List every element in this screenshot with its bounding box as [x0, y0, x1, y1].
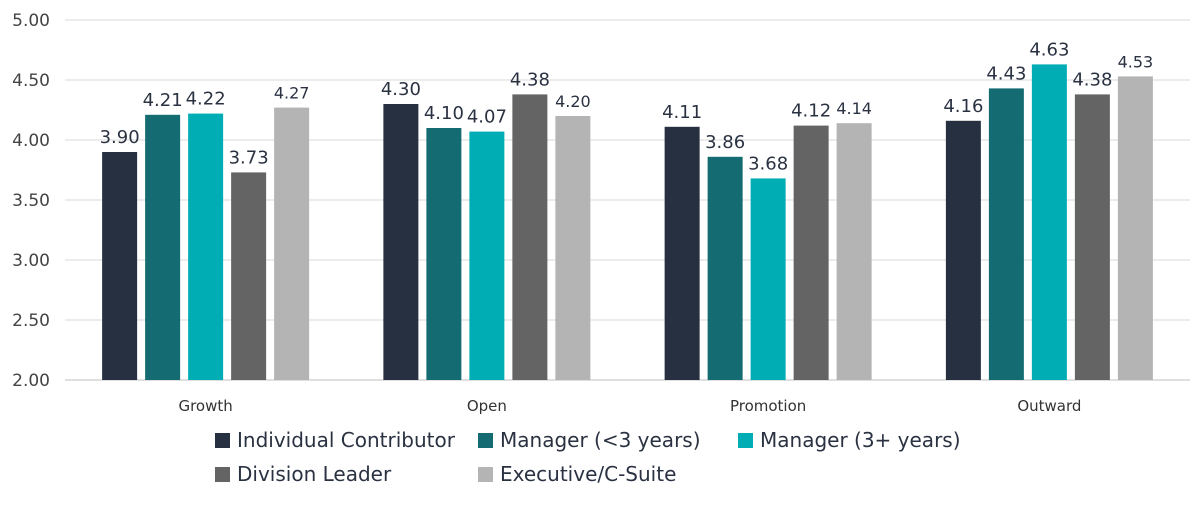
legend-swatch: [215, 466, 230, 482]
bar: [988, 88, 1024, 381]
bar: [836, 123, 872, 380]
bar: [512, 94, 548, 381]
data-label: 4.16: [943, 96, 983, 117]
legend-swatch: [215, 432, 230, 448]
legend-item: Executive/C-Suite: [478, 462, 738, 486]
x-tick-label: Promotion: [730, 397, 806, 415]
data-label: 4.22: [186, 89, 226, 110]
legend: Individual Contributor Manager (<3 years)…: [215, 428, 1015, 486]
data-label: 3.68: [748, 153, 788, 174]
legend-swatch: [738, 432, 753, 448]
bar: [102, 152, 138, 380]
y-tick-label: 4.50: [12, 71, 50, 91]
legend-label: Division Leader: [237, 462, 392, 486]
data-label: 4.38: [510, 69, 550, 90]
legend-label: Individual Contributor: [237, 428, 455, 452]
bar: [231, 172, 267, 380]
data-label: 3.73: [229, 147, 269, 168]
bar: [945, 120, 981, 381]
legend-swatch: [478, 466, 493, 482]
bar: [1074, 94, 1110, 381]
data-label: 4.20: [555, 92, 591, 111]
data-label: 4.43: [986, 63, 1026, 84]
data-label: 4.30: [381, 79, 421, 100]
data-label: 4.27: [274, 84, 310, 103]
y-tick-label: 4.00: [12, 131, 50, 151]
legend-item: Division Leader: [215, 462, 478, 486]
legend-label: Manager (3+ years): [760, 428, 961, 452]
bar: [1117, 76, 1153, 381]
bar: [664, 126, 700, 380]
y-tick-label: 2.50: [12, 311, 50, 331]
y-tick-label: 2.00: [12, 371, 50, 391]
legend-label: Manager (<3 years): [500, 428, 701, 452]
legend-swatch: [478, 432, 493, 448]
data-label: 3.86: [705, 132, 745, 153]
x-tick-label: Open: [467, 397, 507, 415]
bar: [1031, 64, 1067, 381]
bar: [555, 116, 591, 380]
bar: [145, 114, 181, 381]
legend-item: Individual Contributor: [215, 428, 478, 452]
bar: [274, 107, 310, 380]
bar-chart: 2.002.503.003.504.004.505.00Growth3.904.…: [12, 11, 1190, 415]
legend-label: Executive/C-Suite: [500, 462, 677, 486]
y-tick-label: 5.00: [12, 11, 50, 31]
data-label: 4.53: [1118, 52, 1154, 71]
x-tick-label: Outward: [1017, 397, 1081, 415]
data-label: 3.90: [100, 127, 140, 148]
data-label: 4.10: [424, 103, 464, 124]
data-label: 4.12: [791, 101, 831, 122]
data-label: 4.07: [467, 107, 507, 128]
bar: [188, 113, 224, 380]
bar: [707, 156, 743, 380]
y-tick-label: 3.00: [12, 251, 50, 271]
legend-item: Manager (3+ years): [738, 428, 998, 452]
bar: [793, 125, 829, 380]
bar: [426, 128, 462, 380]
x-tick-label: Growth: [178, 397, 232, 415]
data-label: 4.38: [1072, 69, 1112, 90]
legend-item: Manager (<3 years): [478, 428, 738, 452]
data-label: 4.14: [836, 99, 872, 118]
bar: [383, 104, 419, 380]
bar: [469, 131, 505, 380]
data-label: 4.11: [662, 102, 702, 123]
y-tick-label: 3.50: [12, 191, 50, 211]
bar: [750, 178, 786, 380]
data-label: 4.21: [143, 90, 183, 111]
data-label: 4.63: [1029, 39, 1069, 60]
